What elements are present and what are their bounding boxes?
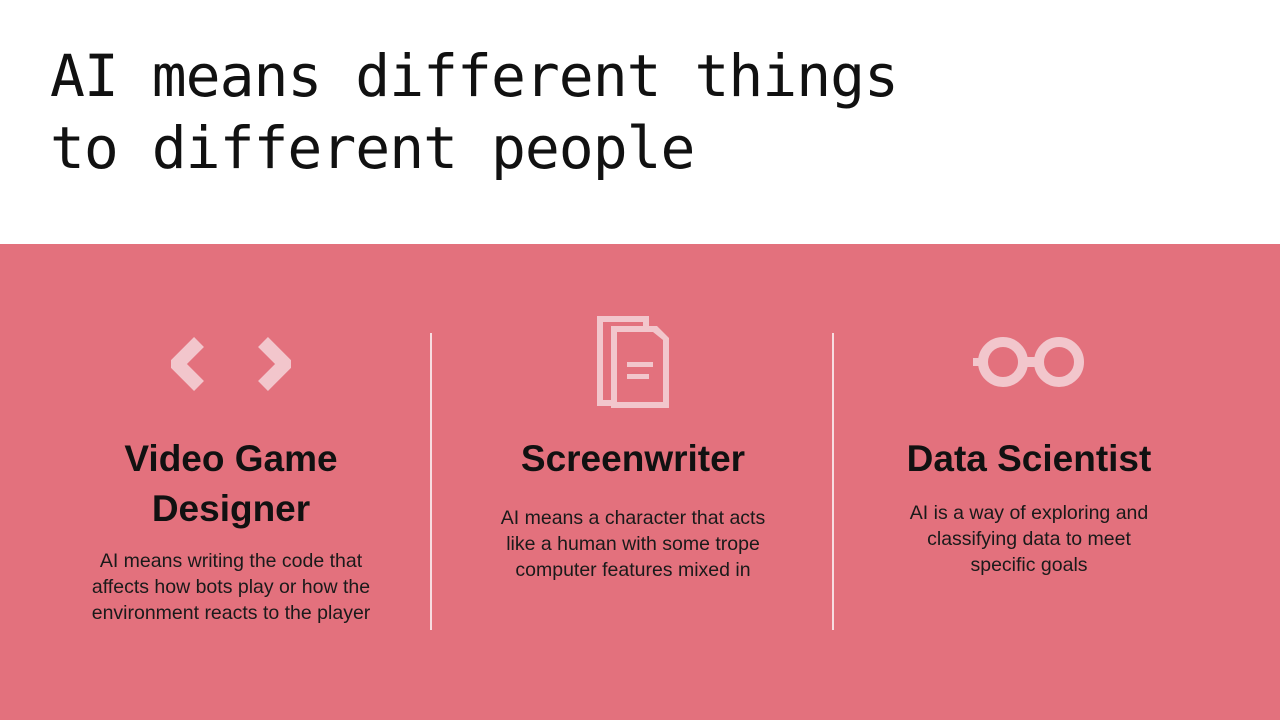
role-description-line: computer features mixed in [515,559,751,581]
role-heading-line: Designer [151,488,311,529]
role-card-video-game-designer: Video Game Designer AI means writing the… [40,300,422,640]
role-description-line: AI is a way of exploring and [909,502,1149,524]
role-description-line: like a human with some trope [506,533,760,555]
column-divider [832,333,834,630]
code-brackets-icon [40,314,422,414]
column-divider [430,333,432,630]
glasses-icon [838,314,1220,414]
role-description: AI means writing the code that affects h… [40,548,422,626]
role-heading: Screenwriter [442,434,824,484]
role-heading-line: Screenwriter [520,438,746,479]
slide-title-line: AI means different things [50,42,899,110]
role-description: AI means a character that acts like a hu… [442,505,824,583]
documents-icon [442,314,824,414]
role-heading-line: Data Scientist [906,438,1152,479]
role-description-line: environment reacts to the player [91,602,371,624]
title-area: AI means different things to different p… [0,0,1280,244]
roles-panel [0,244,1280,720]
role-description-line: classifying data to meet [927,528,1131,550]
role-heading: Video Game Designer [40,434,422,534]
slide-title: AI means different things to different p… [50,40,899,184]
role-card-screenwriter: Screenwriter AI means a character that a… [442,300,824,640]
role-heading: Data Scientist [838,434,1220,484]
role-description: AI is a way of exploring and classifying… [838,500,1220,578]
role-heading-line: Video Game [124,438,338,479]
slide-title-line: to different people [50,114,695,182]
role-description-line: AI means a character that acts [500,507,766,529]
role-description-line: affects how bots play or how the [91,576,371,598]
role-card-data-scientist: Data Scientist AI is a way of exploring … [838,300,1220,640]
role-description-line: AI means writing the code that [99,550,363,572]
role-description-line: specific goals [970,554,1088,576]
